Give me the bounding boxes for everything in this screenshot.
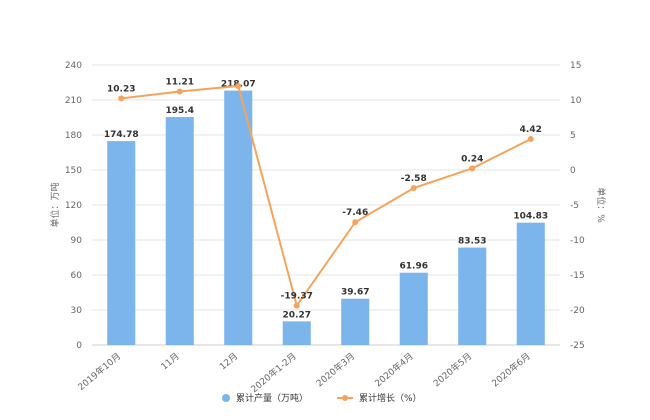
bar-value-label: 195.4 (166, 106, 194, 116)
right-tick-label: 10 (570, 96, 582, 106)
legend-line-marker-dot (342, 395, 348, 401)
bar (341, 298, 370, 345)
line-point (293, 302, 300, 309)
bar-value-label: 20.27 (283, 310, 311, 320)
bar-value-label: 83.53 (458, 237, 486, 247)
right-tick-label: 15 (570, 61, 581, 71)
bar-value-label: 39.67 (341, 288, 369, 298)
line-value-label: -7.46 (342, 208, 368, 218)
left-tick-label: 210 (65, 96, 82, 106)
x-tick-label: 2020年1-2月 (248, 350, 298, 395)
bar (224, 90, 253, 346)
right-tick-label: -10 (570, 236, 585, 246)
line-point (176, 88, 183, 95)
right-tick-label: 5 (570, 131, 576, 141)
right-tick-label: -15 (570, 271, 585, 281)
right-tick-label: -25 (570, 341, 585, 351)
bar (399, 272, 428, 345)
line-series (118, 83, 534, 309)
line-point (235, 83, 242, 89)
bar-value-label: 61.96 (400, 262, 428, 272)
left-tick-label: 180 (65, 131, 82, 141)
x-tick-label: 2020年5月 (431, 350, 474, 389)
bar-value-label: 174.78 (104, 130, 139, 140)
left-axis-ticks: 0 30 60 90 120 150 180 210 240 (65, 61, 82, 351)
line-value-label: 0.24 (461, 154, 483, 164)
x-tick-label: 12月 (217, 351, 240, 373)
line-point (410, 185, 417, 192)
line-point (352, 219, 359, 226)
left-tick-label: 240 (65, 61, 82, 71)
right-tick-label: 0 (570, 166, 576, 176)
bar (165, 117, 194, 346)
bar-series (107, 90, 545, 346)
bar (516, 222, 545, 345)
left-tick-label: 0 (76, 341, 82, 351)
legend-bar-marker (222, 394, 230, 402)
line-value-label: 10.23 (107, 84, 135, 94)
bar (107, 141, 136, 345)
series-line (121, 84, 532, 308)
right-tick-label: -5 (570, 201, 579, 211)
left-tick-label: 30 (71, 306, 83, 316)
line-value-label: -2.58 (401, 174, 427, 184)
legend-bar-label: 累计产量（万吨） (236, 392, 308, 404)
x-tick-label: 2019年10月 (75, 350, 123, 393)
legend-line-label: 累计增长（%） (359, 392, 422, 404)
x-tick-label: 2020年4月 (372, 350, 415, 389)
left-tick-label: 60 (71, 271, 83, 281)
line-point (118, 95, 125, 102)
left-tick-label: 120 (65, 201, 82, 211)
line-point (527, 136, 534, 143)
left-axis-title: 单位：万吨 (49, 182, 61, 227)
x-tick-label: 2020年6月 (489, 350, 532, 389)
left-tick-label: 90 (71, 236, 83, 246)
line-point (469, 165, 476, 172)
legend: 累计产量（万吨） 累计增长（%） (222, 392, 422, 404)
right-axis-ticks: 15 10 5 0 -5 -10 -15 -20 -25 (570, 61, 585, 351)
line-value-label: 11.21 (166, 78, 194, 88)
gridlines (92, 64, 560, 311)
line-data-labels: 10.23 11.21 -19.37 -7.46 -2.58 0.24 4.42 (107, 78, 542, 302)
bar (282, 321, 311, 345)
x-axis-ticks: 2019年10月 11月 12月 2020年1-2月 2020年3月 2020年4月 202… (75, 350, 532, 395)
right-tick-label: -20 (570, 306, 585, 316)
line-value-label: 4.42 (520, 125, 542, 135)
bar (458, 247, 487, 345)
x-tick-label: 2020年3月 (314, 350, 357, 389)
right-axis-title: 单位：% (595, 187, 607, 223)
line-value-label: -19.37 (281, 292, 313, 302)
x-tick-label: 11月 (159, 351, 182, 373)
left-tick-label: 150 (65, 166, 82, 176)
bar-value-label: 104.83 (513, 212, 548, 222)
